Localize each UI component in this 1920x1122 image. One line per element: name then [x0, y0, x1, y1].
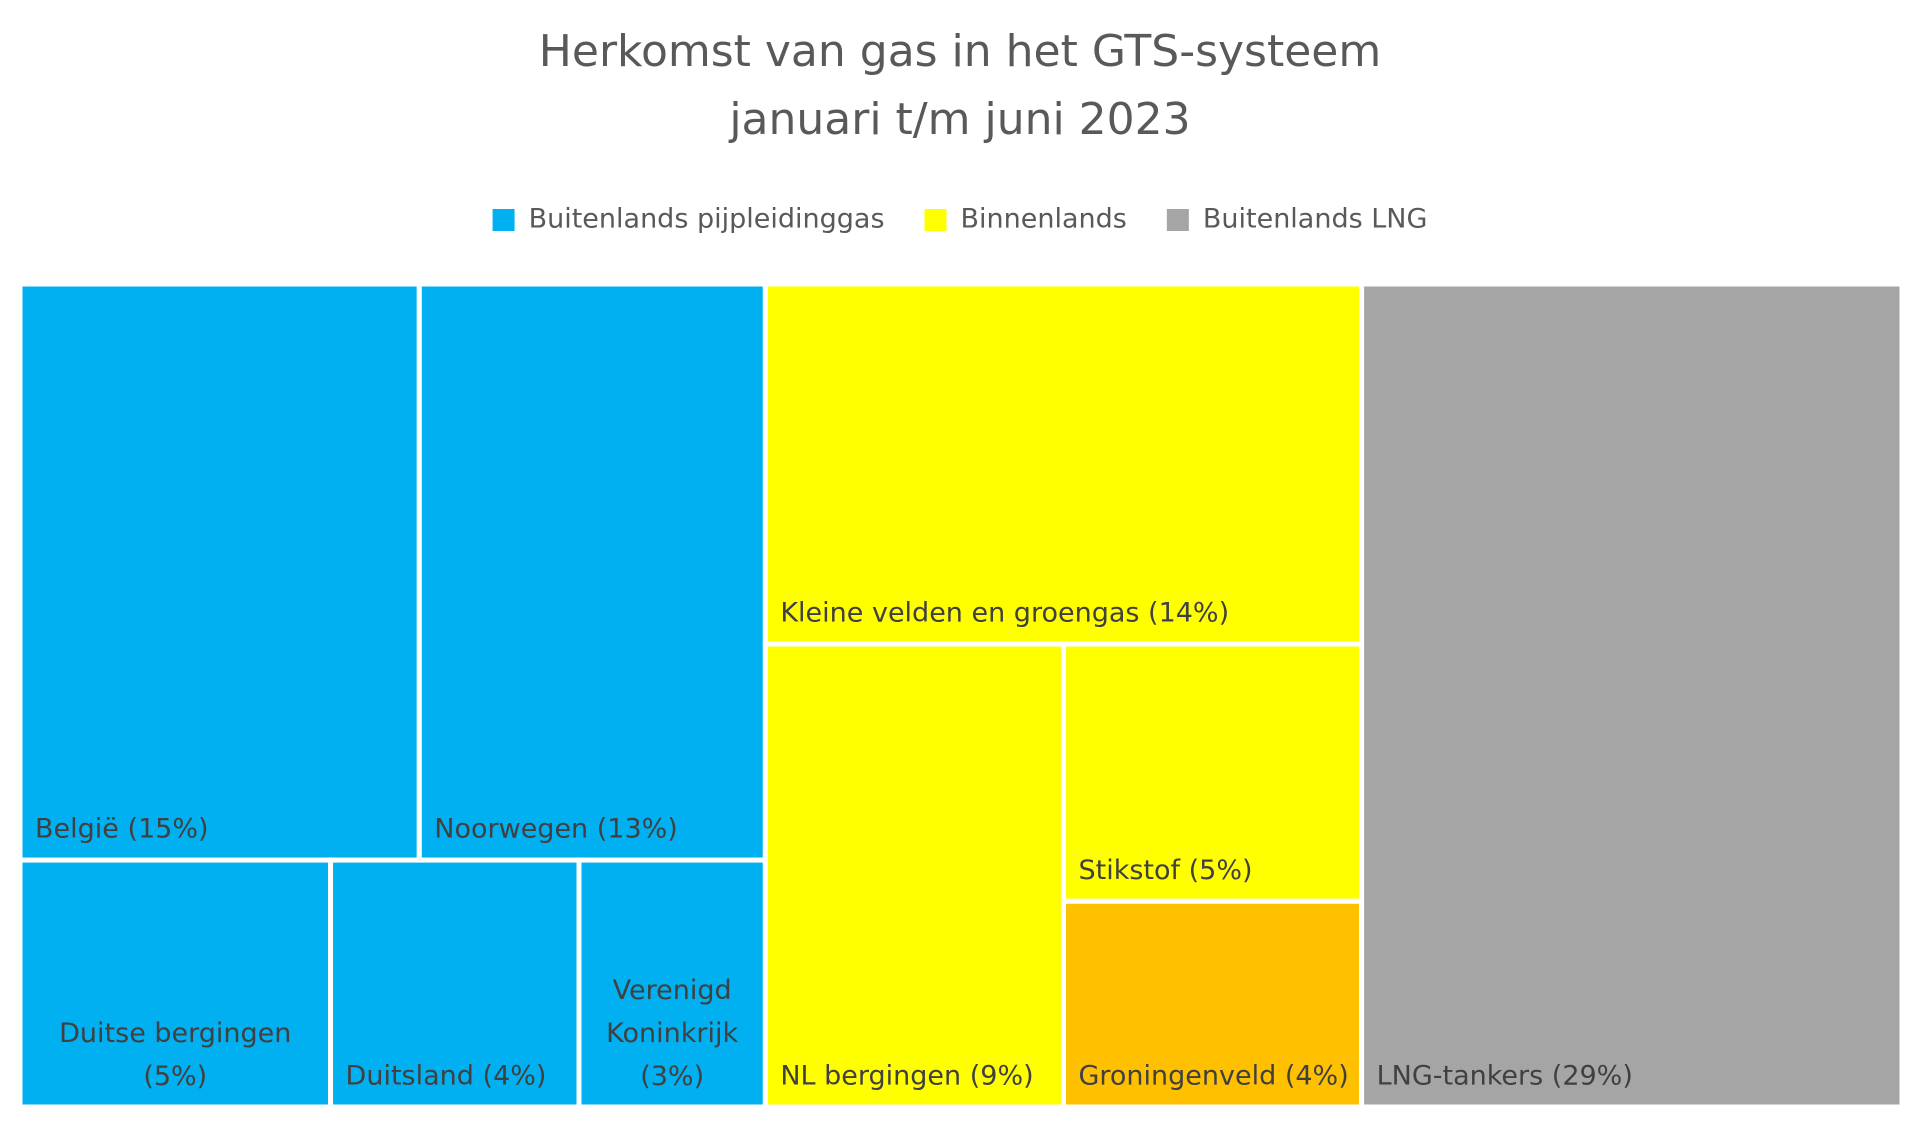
- tile-label: Duitse bergingen (5%): [59, 1018, 291, 1092]
- tile-label: Groningenveld (4%): [1078, 1061, 1348, 1092]
- tile-label: België (15%): [35, 814, 209, 845]
- legend-label: Binnenlands: [961, 204, 1127, 235]
- legend-label: Buitenlands LNG: [1203, 204, 1428, 235]
- legend-label: Buitenlands pijpleidinggas: [529, 204, 885, 235]
- treemap-tile: [17, 857, 334, 1110]
- legend-swatch: [1166, 209, 1189, 231]
- legend-swatch: [492, 209, 515, 231]
- tile-label: NL bergingen (9%): [780, 1061, 1033, 1092]
- treemap-tile: [1060, 641, 1365, 904]
- tile-label: Duitsland (4%): [346, 1061, 547, 1092]
- legend: Buitenlands pijpleidinggas Binnenlands Bui…: [492, 204, 1428, 235]
- chart-title: januari t/m juni 2023: [728, 94, 1190, 145]
- treemap-tile: [762, 641, 1066, 1110]
- tile-label: Verenigd Koninkrijk (3%): [606, 975, 738, 1092]
- tile-label: LNG-tankers (29%): [1377, 1061, 1633, 1092]
- treemap-tile: [1060, 898, 1365, 1110]
- legend-item: Buitenlands LNG: [1166, 204, 1428, 235]
- legend-swatch: [924, 209, 947, 231]
- treemap-tile: [762, 281, 1365, 647]
- chart-title: Herkomst van gas in het GTS-systeem: [539, 26, 1381, 77]
- tile-label: Kleine velden en groengas (14%): [780, 598, 1229, 629]
- treemap-tile: [416, 281, 768, 863]
- treemap-tile: [17, 281, 422, 863]
- tile-label: Stikstof (5%): [1078, 855, 1252, 886]
- legend-item: Buitenlands pijpleidinggas: [492, 204, 885, 235]
- tile-label: Noorwegen (13%): [434, 814, 678, 845]
- legend-item: Binnenlands: [924, 204, 1127, 235]
- treemap-tile: [1359, 281, 1905, 1110]
